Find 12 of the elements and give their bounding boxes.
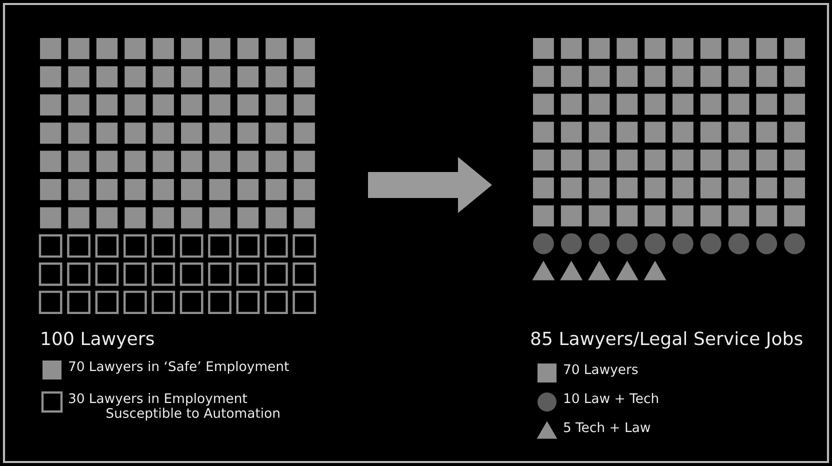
data-label: 70: [69, 361, 84, 372]
legend-label: Lawyers in ‘Safe’ Employment: [90, 361, 289, 374]
text: 85 Lawyers/Legal Service Jobs: [531, 331, 802, 349]
legend-label: Lawyers in Employment Susceptible to Automation: [90, 393, 280, 421]
legend-label: Law + Tech: [585, 393, 658, 404]
text: 100 Lawyers: [42, 332, 154, 349]
legend-label: Lawyers: [585, 364, 638, 377]
legend-label: Tech + Law: [575, 422, 650, 432]
data-label: 70: [564, 364, 579, 374]
data-label: 10: [564, 393, 579, 404]
data-label: 30: [69, 393, 84, 404]
data-label: 5: [564, 422, 570, 432]
